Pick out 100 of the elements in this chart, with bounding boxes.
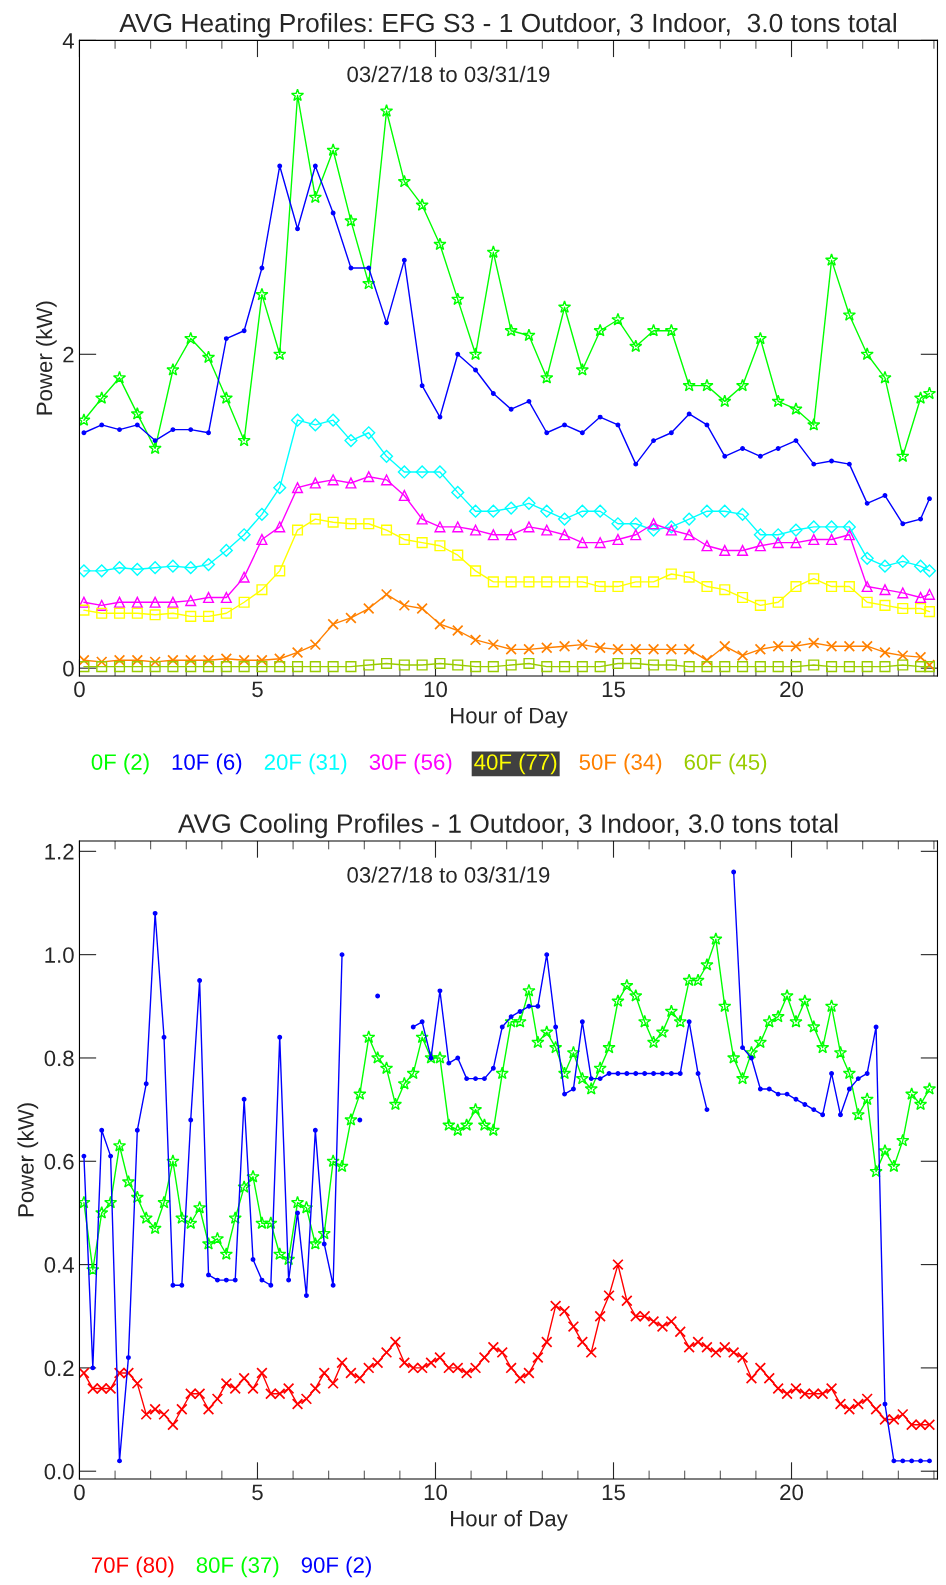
point xyxy=(363,659,375,671)
point xyxy=(149,596,161,608)
point xyxy=(486,504,500,518)
point xyxy=(238,596,250,608)
point xyxy=(665,568,677,580)
point xyxy=(808,659,820,671)
point xyxy=(629,339,643,353)
point xyxy=(256,661,268,673)
point xyxy=(131,596,143,608)
point xyxy=(202,591,215,604)
text: 10F (6) xyxy=(172,753,242,775)
point xyxy=(615,422,621,428)
point xyxy=(651,438,656,444)
point xyxy=(826,533,838,546)
point xyxy=(647,576,660,588)
point xyxy=(238,654,250,667)
point xyxy=(740,446,745,451)
point xyxy=(113,596,126,608)
point xyxy=(469,565,482,577)
point xyxy=(594,580,606,593)
point xyxy=(700,504,714,518)
point xyxy=(665,659,677,671)
point xyxy=(363,602,375,615)
point xyxy=(238,661,250,673)
point xyxy=(345,477,357,489)
point xyxy=(861,640,873,652)
point xyxy=(326,413,340,427)
point xyxy=(772,537,784,549)
point xyxy=(771,528,785,542)
point xyxy=(879,661,891,673)
point xyxy=(220,591,232,604)
point xyxy=(790,661,802,673)
point xyxy=(612,657,624,670)
point xyxy=(918,516,924,522)
point xyxy=(612,580,624,593)
y-tick-label: 0.6 xyxy=(44,1153,74,1170)
point xyxy=(807,520,821,534)
point xyxy=(96,661,108,673)
point xyxy=(665,524,677,536)
text: 0F (2) xyxy=(91,753,149,775)
y-tick-label: 4 xyxy=(62,33,74,49)
point xyxy=(309,638,322,651)
point xyxy=(704,422,710,428)
point xyxy=(295,226,300,232)
point xyxy=(557,512,572,526)
point xyxy=(384,320,389,326)
chart-title: AVG Heating Profiles: EFG S3 - 1 Outdoor, 3 Indoor, 3.0 tons total xyxy=(119,12,896,38)
point xyxy=(291,482,304,494)
point xyxy=(754,540,766,552)
point xyxy=(184,561,198,575)
point xyxy=(185,610,197,622)
point xyxy=(879,584,891,596)
point xyxy=(504,323,518,337)
point xyxy=(95,564,109,578)
point xyxy=(469,634,482,646)
x-tick-label: 10 xyxy=(424,1484,447,1501)
point xyxy=(808,637,820,649)
point xyxy=(469,524,482,536)
point xyxy=(719,640,731,652)
point xyxy=(736,649,749,662)
point xyxy=(188,427,194,433)
y-tick-label: 0.8 xyxy=(44,1050,74,1067)
point xyxy=(95,391,109,404)
x-tick-label: 20 xyxy=(780,1484,804,1501)
point xyxy=(220,607,232,619)
point xyxy=(170,427,176,433)
point xyxy=(594,661,606,673)
point xyxy=(380,657,393,670)
point xyxy=(701,580,713,593)
point xyxy=(433,237,447,251)
point xyxy=(668,430,674,436)
point xyxy=(327,474,339,486)
point xyxy=(646,523,661,537)
point xyxy=(309,661,321,673)
y-axis-title: Power (kW) xyxy=(35,301,57,415)
point xyxy=(398,489,410,502)
point xyxy=(896,449,910,463)
point xyxy=(775,446,781,451)
point xyxy=(719,661,731,673)
point xyxy=(558,529,571,541)
point xyxy=(79,604,90,616)
point xyxy=(505,659,517,671)
point xyxy=(79,564,91,578)
point xyxy=(96,599,108,611)
point xyxy=(202,654,215,667)
point xyxy=(81,430,87,436)
point xyxy=(633,461,639,467)
text: 40F (77) xyxy=(474,753,557,775)
point xyxy=(79,661,90,673)
point xyxy=(878,559,892,573)
point xyxy=(309,477,321,489)
point xyxy=(914,651,927,663)
point xyxy=(593,504,607,518)
point xyxy=(131,607,143,619)
point xyxy=(790,640,802,652)
point xyxy=(416,602,428,615)
point xyxy=(505,529,517,541)
point xyxy=(593,323,607,337)
point xyxy=(398,599,411,612)
annotation: 03/27/18 to 03/31/19 xyxy=(347,65,550,83)
